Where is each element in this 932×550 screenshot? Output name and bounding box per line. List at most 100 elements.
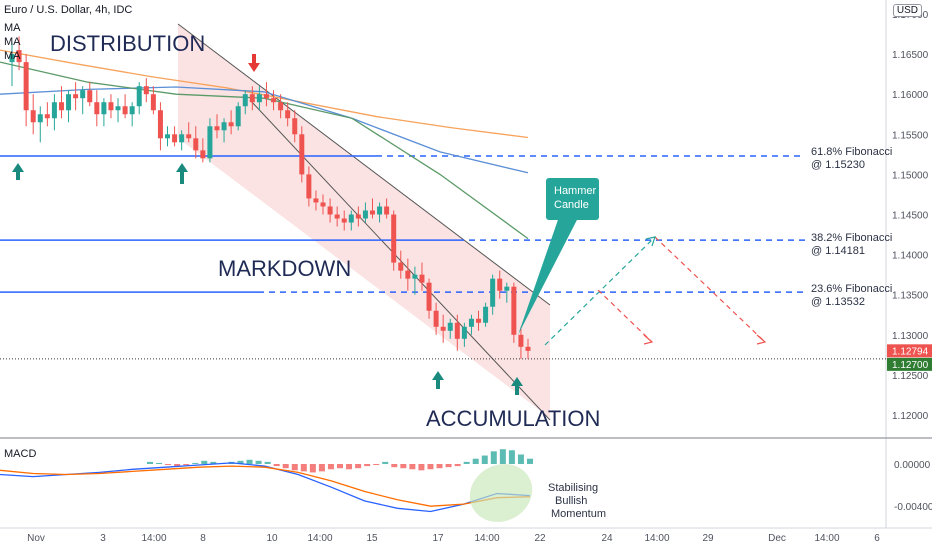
indicator-ma-1[interactable]: MA <box>4 22 21 34</box>
chart-header[interactable]: Euro / U.S. Dollar, 4h, IDC <box>4 4 132 16</box>
indicator-ma-3[interactable]: MA <box>4 50 21 62</box>
macd-histogram-bar <box>282 463 289 469</box>
time-tick-label: 10 <box>266 533 278 544</box>
macd-histogram-bar <box>318 463 325 472</box>
candle-body <box>179 134 185 143</box>
macd-line <box>0 462 531 513</box>
macd-histogram-bar <box>156 462 163 464</box>
macd-histogram-bar <box>255 460 262 464</box>
price-tick-label: 1.16000 <box>892 90 929 101</box>
candle-body <box>136 86 142 107</box>
candle-body <box>426 282 432 311</box>
projection-arrowhead-up <box>645 236 656 247</box>
candle-body <box>433 310 439 327</box>
price-tick-label: 1.12000 <box>892 411 929 422</box>
candle-body <box>23 62 29 111</box>
arrow-up-icon <box>176 163 188 184</box>
macd-histogram-bar <box>490 451 497 464</box>
macd-histogram-bar <box>463 461 470 464</box>
macd-histogram-bar <box>409 463 416 470</box>
candle-body <box>490 278 496 307</box>
candle-body <box>461 326 467 339</box>
momentum-highlight <box>469 464 533 522</box>
macd-histogram-bar <box>508 450 515 464</box>
macd-histogram-bar <box>427 463 434 470</box>
candle-body <box>285 110 291 119</box>
macd-pane <box>0 449 533 513</box>
time-tick-label: 14:00 <box>307 533 332 544</box>
macd-histogram-bar <box>382 461 389 464</box>
distribution-label: DISTRIBUTION <box>50 31 205 56</box>
candle-body <box>200 150 206 159</box>
currency-button[interactable]: USD <box>892 4 922 17</box>
price-tick-label: 1.12500 <box>892 371 929 382</box>
hammer-callout-box <box>546 178 599 220</box>
candle-body <box>172 134 178 143</box>
macd-histogram-bar <box>499 449 506 464</box>
current-price-badge <box>887 344 932 358</box>
macd-histogram-bar <box>264 461 271 464</box>
candle-body <box>355 214 361 219</box>
macd-histogram-bar <box>309 463 316 473</box>
price-tick-label: 1.13500 <box>892 291 929 302</box>
candle-body <box>504 286 510 291</box>
macd-histogram-bar <box>165 463 172 466</box>
time-tick-label: 17 <box>432 533 444 544</box>
macd-tick-label: 0.00000 <box>894 460 931 471</box>
macd-histogram-bar <box>373 463 380 466</box>
candle-body <box>80 90 86 99</box>
candle-body <box>306 174 312 199</box>
macd-histogram-bar <box>400 463 407 469</box>
price-tick-label: 1.15000 <box>892 170 929 181</box>
candle-body <box>292 118 298 135</box>
time-tick-label: Dec <box>768 533 786 544</box>
fibonacci-layer <box>0 155 886 360</box>
fib-618-label: 61.8% Fibonacci @ 1.15230 <box>811 146 892 171</box>
candle-body <box>476 318 482 323</box>
candle-body <box>221 122 227 131</box>
hammer-callout-text: Hammer Candle <box>554 185 597 211</box>
macd-histogram-bar <box>418 463 425 471</box>
macd-histogram-bar <box>300 463 307 472</box>
macd-histogram-bar <box>391 463 398 468</box>
candle-body <box>207 126 213 159</box>
arrow-up-icon <box>511 377 523 395</box>
macd-histogram-bar <box>527 458 533 464</box>
level-price-badge <box>887 357 932 371</box>
candle-body <box>468 318 474 327</box>
projection-down-path-1 <box>597 289 653 343</box>
candle-body <box>341 218 347 223</box>
candle-body <box>242 94 248 107</box>
candle-body <box>299 134 305 175</box>
symbol-title[interactable]: Euro / U.S. Dollar, 4h, IDC <box>4 4 133 16</box>
candle-body <box>398 262 404 271</box>
time-tick-label: 15 <box>366 533 378 544</box>
fib-236-label: 23.6% Fibonacci @ 1.13532 <box>811 283 892 308</box>
macd-histogram-bar <box>201 460 208 464</box>
macd-histogram-bar <box>364 463 371 467</box>
candle-body <box>165 134 171 139</box>
candle-body <box>37 114 43 123</box>
candle-body <box>405 270 411 279</box>
time-tick-label: 14:00 <box>644 533 669 544</box>
hammer-callout-pointer <box>518 214 580 335</box>
candle-body <box>129 106 135 115</box>
indicator-ma-2[interactable]: MA <box>4 36 21 48</box>
candle-body <box>313 198 319 203</box>
macd-histogram-bar <box>517 454 524 464</box>
price-tick-label: 1.15500 <box>892 130 929 141</box>
candle-body <box>193 138 199 151</box>
macd-histogram-bar <box>192 462 199 464</box>
candle-body <box>263 94 269 99</box>
macd-indicator-label[interactable]: MACD <box>4 448 37 460</box>
price-tick-label: 1.14500 <box>892 211 929 222</box>
macd-histogram-bar <box>210 461 217 464</box>
time-tick-label: 14:00 <box>814 533 839 544</box>
time-tick-label: 22 <box>534 533 546 544</box>
candle-body <box>58 102 64 111</box>
candle-body <box>115 106 121 111</box>
macd-histogram-bar <box>337 463 343 469</box>
macd-histogram-bar <box>237 460 244 464</box>
fib-382-label: 38.2% Fibonacci @ 1.14181 <box>811 232 892 257</box>
time-tick-label: 6 <box>874 533 880 544</box>
